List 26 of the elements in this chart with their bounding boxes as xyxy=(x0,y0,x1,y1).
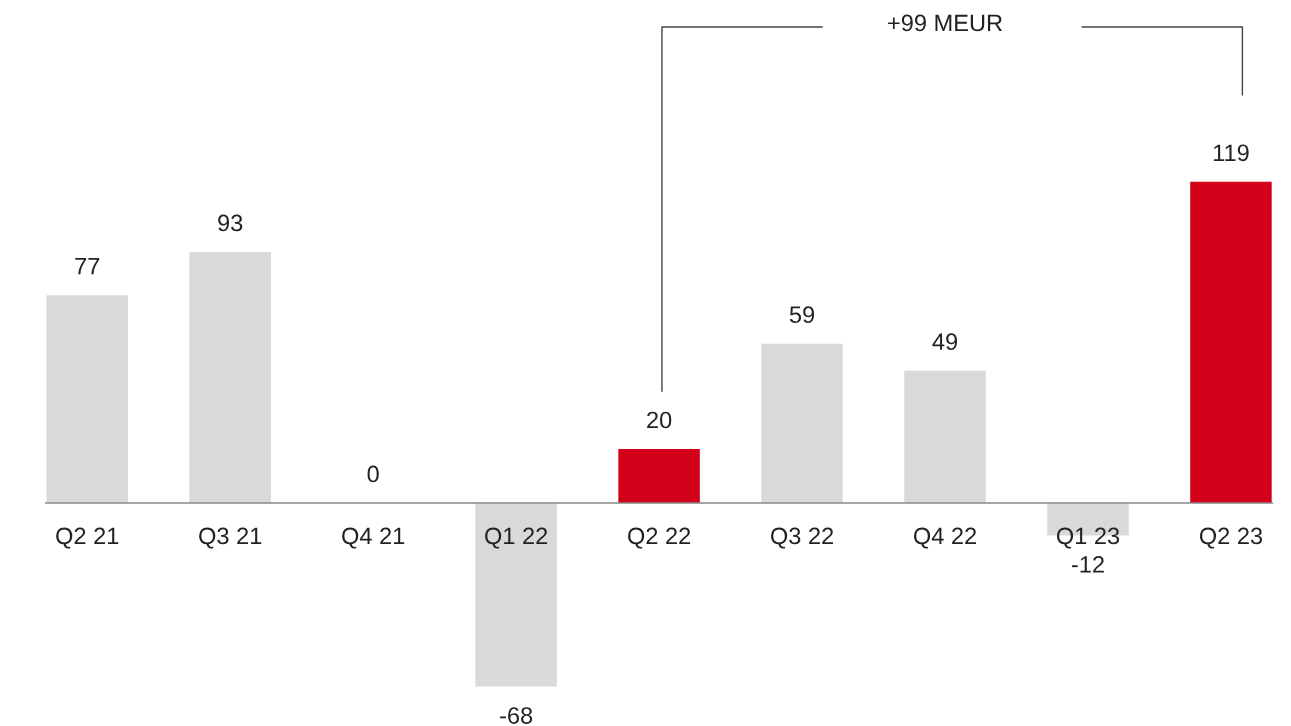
x-tick-label: Q4 22 xyxy=(913,527,976,549)
bar xyxy=(618,449,700,503)
bar xyxy=(904,370,986,503)
x-tick-label: Q3 22 xyxy=(771,527,834,549)
x-tick-label: Q2 22 xyxy=(628,527,691,549)
data-label: 77 xyxy=(75,258,100,275)
bar xyxy=(1190,181,1272,503)
x-tick-label: Q4 21 xyxy=(342,527,405,549)
data-label: 20 xyxy=(647,411,672,429)
bar xyxy=(46,295,128,503)
data-label: 0 xyxy=(367,465,379,483)
data-label: 93 xyxy=(218,214,243,232)
data-label: 59 xyxy=(789,306,815,324)
x-tick-label: Q2 23 xyxy=(1199,527,1263,549)
bar xyxy=(189,251,271,503)
data-label: -12 xyxy=(1071,556,1104,573)
x-tick-label: Q1 22 xyxy=(485,527,548,549)
data-label: 49 xyxy=(932,333,958,351)
bar xyxy=(475,503,557,687)
x-tick-label: Q2 21 xyxy=(56,527,119,549)
x-tick-label: Q1 23 xyxy=(1056,527,1120,549)
text: +99 MEUR xyxy=(888,14,1002,32)
x-tick-label: Q3 21 xyxy=(199,527,262,549)
bar xyxy=(761,343,843,503)
data-label: 119 xyxy=(1213,144,1249,162)
data-label: -68 xyxy=(500,707,533,724)
